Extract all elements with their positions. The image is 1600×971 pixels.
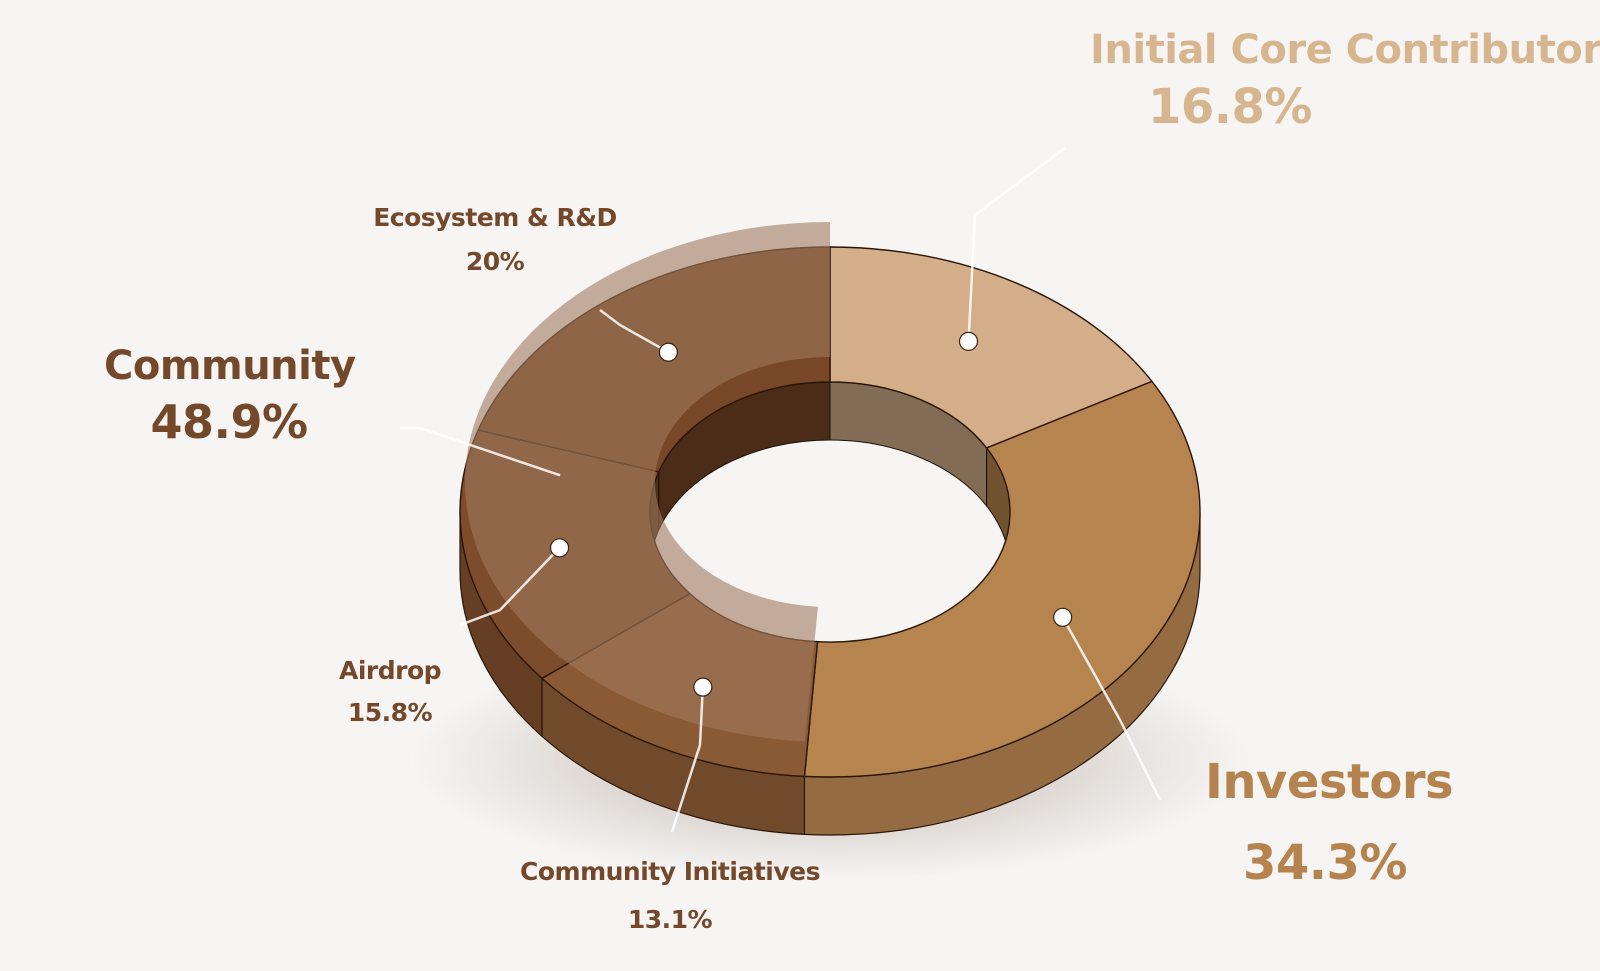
slice-label-community-initiatives: Community Initiatives 13.1%: [505, 848, 835, 944]
slice-label-initial-core-contributors: Initial Core Contributors 16.8%: [1090, 22, 1600, 136]
slice-value: 34.3%: [1242, 835, 1408, 892]
slice-investors: [803, 380, 1201, 778]
slice-initial-core-contributors: [829, 246, 1154, 449]
leader-dot-ecosystem-and-randd: [658, 342, 678, 362]
leader-line-community: [400, 426, 561, 477]
leader-dot-airdrop: [549, 538, 570, 558]
community-group-band: [464, 222, 830, 742]
slice-value: 20%: [465, 247, 525, 276]
leader-dot-initial-core-contributors: [958, 331, 979, 351]
leader-line-initial-core-contributors: [967, 146, 1066, 342]
group-value: 48.9%: [150, 395, 308, 449]
leader-line-community-initiatives: [670, 687, 705, 833]
group-band-community: [464, 222, 830, 742]
slice-name: Initial Core Contributors: [1090, 27, 1600, 73]
group-label-community: Community 48.9%: [104, 338, 356, 450]
slice-value: 15.8%: [347, 698, 433, 727]
slice-label-ecosystem-rd: Ecosystem & R&D 20%: [365, 196, 625, 284]
label-leader-lines: [400, 146, 1162, 833]
leader-dot-investors: [1053, 607, 1073, 627]
slice-name: Ecosystem & R&D: [373, 203, 617, 232]
leader-dot-community-initiatives: [693, 677, 713, 697]
slice-label-airdrop: Airdrop 15.8%: [320, 650, 460, 734]
slice-name: Airdrop: [338, 656, 442, 685]
leader-line-ecosystem-and-randd: [599, 309, 669, 354]
slice-label-investors: Investors 34.3%: [1205, 754, 1454, 892]
slice-value: 13.1%: [627, 905, 713, 934]
leader-line-investors: [1061, 616, 1162, 801]
slice-value: 16.8%: [1147, 79, 1313, 135]
slice-name: Investors: [1205, 754, 1454, 810]
leader-line-airdrop: [459, 546, 561, 627]
slice-name: Community Initiatives: [520, 857, 820, 886]
group-name: Community: [104, 343, 356, 389]
